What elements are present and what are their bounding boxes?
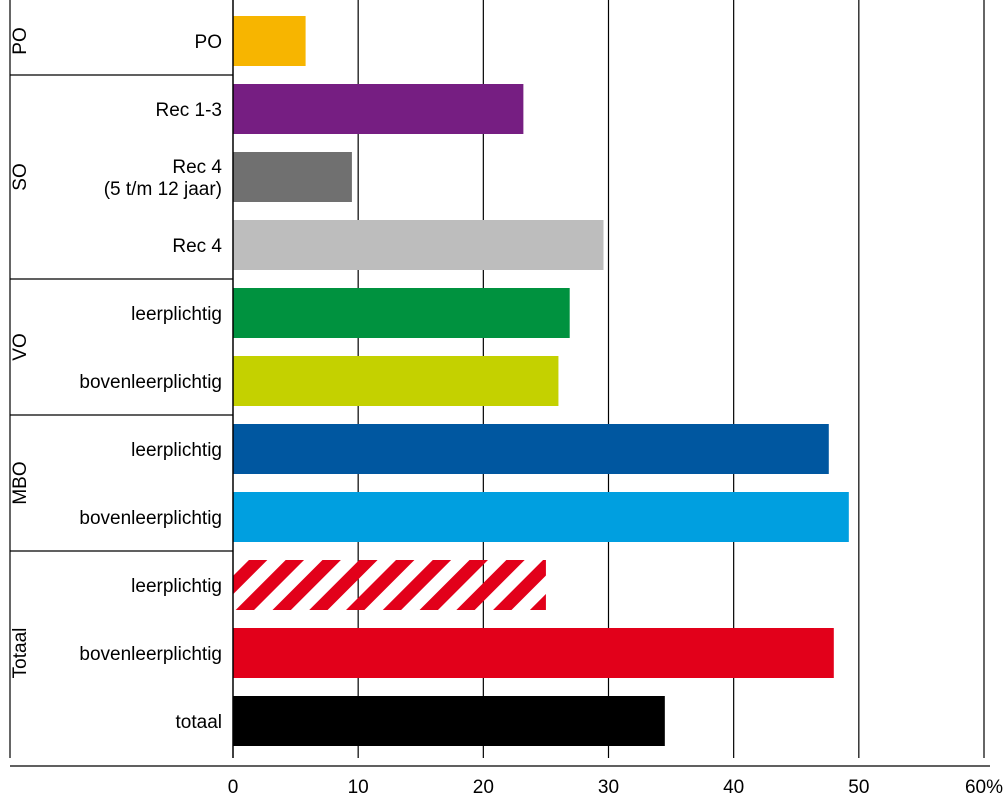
category-label: Rec 1-3 bbox=[155, 100, 222, 121]
bar bbox=[233, 220, 604, 270]
bar bbox=[233, 696, 665, 746]
category-label: (5 t/m 12 jaar) bbox=[104, 179, 222, 200]
x-tick-label: 60% bbox=[965, 777, 1003, 798]
category-label: leerplichtig bbox=[131, 440, 222, 461]
group-label: PO bbox=[10, 27, 31, 54]
bar bbox=[233, 560, 546, 610]
category-label: bovenleerplichtig bbox=[79, 508, 222, 529]
x-tick-label: 0 bbox=[228, 777, 239, 798]
category-label: Rec 4 bbox=[172, 236, 222, 257]
group-label: Totaal bbox=[10, 628, 31, 679]
bar bbox=[233, 288, 570, 338]
category-label: PO bbox=[195, 32, 222, 53]
category-label: leerplichtig bbox=[131, 576, 222, 597]
bar bbox=[233, 84, 524, 134]
x-tick-label: 30 bbox=[598, 777, 619, 798]
category-label: bovenleerplichtig bbox=[79, 372, 222, 393]
x-tick-label: 20 bbox=[473, 777, 494, 798]
x-tick-label: 50 bbox=[848, 777, 869, 798]
bar bbox=[233, 628, 834, 678]
category-label: totaal bbox=[176, 712, 222, 733]
group-label: SO bbox=[10, 163, 31, 190]
group-label: MBO bbox=[10, 461, 31, 504]
x-tick-label: 10 bbox=[348, 777, 369, 798]
x-tick-label: 40 bbox=[723, 777, 744, 798]
bar bbox=[233, 152, 352, 202]
bar bbox=[233, 424, 829, 474]
category-label: leerplichtig bbox=[131, 304, 222, 325]
bar bbox=[233, 492, 849, 542]
category-label: bovenleerplichtig bbox=[79, 644, 222, 665]
bar bbox=[233, 356, 559, 406]
group-label: VO bbox=[10, 333, 31, 360]
category-label: Rec 4 bbox=[172, 157, 222, 178]
bar bbox=[233, 16, 306, 66]
